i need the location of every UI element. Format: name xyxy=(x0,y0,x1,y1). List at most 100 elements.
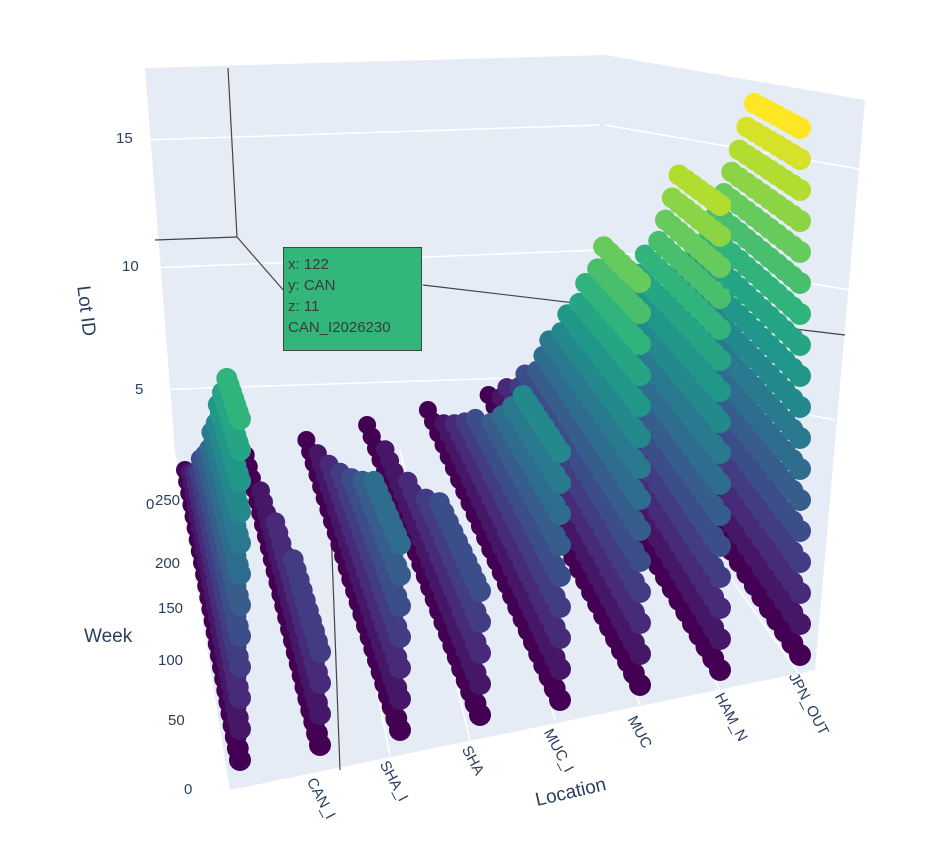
scatter-point[interactable] xyxy=(309,734,331,756)
scatter-point[interactable] xyxy=(229,687,251,709)
scatter-point[interactable] xyxy=(389,719,411,741)
scatter-point[interactable] xyxy=(789,396,811,418)
scatter-point[interactable] xyxy=(709,566,731,588)
scatter-point[interactable] xyxy=(709,225,731,247)
scatter-point[interactable] xyxy=(549,565,571,587)
scatter-point[interactable] xyxy=(469,611,491,633)
scatter-point[interactable] xyxy=(789,582,811,604)
scatter-point[interactable] xyxy=(229,408,251,430)
scatter-point[interactable] xyxy=(709,380,731,402)
scatter-point[interactable] xyxy=(229,532,251,554)
scatter-point[interactable] xyxy=(389,533,411,555)
scatter-point[interactable] xyxy=(709,318,731,340)
scatter-point[interactable] xyxy=(309,672,331,694)
x-tick: 50 xyxy=(168,712,185,729)
scatter-point[interactable] xyxy=(549,472,571,494)
scatter-point[interactable] xyxy=(309,703,331,725)
scatter-point[interactable] xyxy=(709,287,731,309)
z-tick: 15 xyxy=(116,130,133,147)
scatter-point[interactable] xyxy=(629,674,651,696)
scatter-point[interactable] xyxy=(789,210,811,232)
z-tick: 5 xyxy=(135,381,144,398)
x-tick: 100 xyxy=(158,652,184,669)
scatter-point[interactable] xyxy=(629,333,651,355)
scatter-point[interactable] xyxy=(789,117,811,139)
scatter-point[interactable] xyxy=(629,550,651,572)
scatter-point[interactable] xyxy=(549,689,571,711)
scatter-point[interactable] xyxy=(629,488,651,510)
scatter-point[interactable] xyxy=(229,594,251,616)
scatter-point[interactable] xyxy=(789,551,811,573)
scatter-point[interactable] xyxy=(389,626,411,648)
scatter-point[interactable] xyxy=(709,411,731,433)
tooltip-x: x: 122 xyxy=(288,256,329,273)
x-tick: 0 xyxy=(184,781,193,798)
scatter-point[interactable] xyxy=(709,659,731,681)
scatter-point[interactable] xyxy=(789,427,811,449)
x-tick: 150 xyxy=(158,600,184,617)
scatter-point[interactable] xyxy=(709,535,731,557)
scatter-point[interactable] xyxy=(309,641,331,663)
scatter-point[interactable] xyxy=(709,194,731,216)
scatter-point[interactable] xyxy=(629,395,651,417)
scatter-point[interactable] xyxy=(549,658,571,680)
scatter-point[interactable] xyxy=(629,364,651,386)
scatter-point[interactable] xyxy=(709,473,731,495)
scatter-point[interactable] xyxy=(389,595,411,617)
scatter-point[interactable] xyxy=(709,256,731,278)
scatter-point[interactable] xyxy=(629,612,651,634)
scatter-point[interactable] xyxy=(629,581,651,603)
hover-tooltip: x: 122 y: CAN z: 11 CAN_I2026230 xyxy=(283,247,422,351)
scatter-point[interactable] xyxy=(229,749,251,771)
scatter-point[interactable] xyxy=(709,349,731,371)
tooltip-label: CAN_I2026230 xyxy=(288,319,391,336)
tooltip-y: y: CAN xyxy=(288,277,336,294)
scatter-point[interactable] xyxy=(789,303,811,325)
scatter-point[interactable] xyxy=(789,489,811,511)
scatter-point[interactable] xyxy=(229,656,251,678)
x-tick: 200 xyxy=(155,555,181,572)
scatter-point[interactable] xyxy=(549,627,571,649)
x-tick: 250 xyxy=(155,492,181,509)
scatter-point[interactable] xyxy=(629,271,651,293)
scatter-point[interactable] xyxy=(629,643,651,665)
scatter-point[interactable] xyxy=(229,501,251,523)
scatter-point[interactable] xyxy=(389,564,411,586)
scatter-point[interactable] xyxy=(469,642,491,664)
scatter-point[interactable] xyxy=(709,628,731,650)
scatter-point[interactable] xyxy=(789,272,811,294)
scatter-point[interactable] xyxy=(709,597,731,619)
scatter-point[interactable] xyxy=(549,534,571,556)
scatter-point[interactable] xyxy=(229,439,251,461)
scatter-point[interactable] xyxy=(789,241,811,263)
scatter-point[interactable] xyxy=(629,426,651,448)
scatter-point[interactable] xyxy=(789,520,811,542)
scatter-point[interactable] xyxy=(469,673,491,695)
scatter-point[interactable] xyxy=(789,613,811,635)
scatter-point[interactable] xyxy=(549,441,571,463)
scatter-point[interactable] xyxy=(789,179,811,201)
scatter-point[interactable] xyxy=(229,625,251,647)
scatter-point[interactable] xyxy=(549,503,571,525)
scatter-point[interactable] xyxy=(229,470,251,492)
scatter-point[interactable] xyxy=(549,596,571,618)
scatter-point[interactable] xyxy=(629,302,651,324)
scatter-point[interactable] xyxy=(229,718,251,740)
scatter-point[interactable] xyxy=(629,457,651,479)
scatter-point[interactable] xyxy=(469,580,491,602)
scatter-point[interactable] xyxy=(789,148,811,170)
scatter-point[interactable] xyxy=(709,442,731,464)
scatter-point[interactable] xyxy=(629,519,651,541)
scatter-point[interactable] xyxy=(789,334,811,356)
scatter-point[interactable] xyxy=(469,704,491,726)
scatter-points xyxy=(176,92,811,771)
scatter-point[interactable] xyxy=(789,644,811,666)
scatter-point[interactable] xyxy=(789,458,811,480)
scatter-point[interactable] xyxy=(389,688,411,710)
scatter-point[interactable] xyxy=(789,365,811,387)
scatter-point[interactable] xyxy=(709,504,731,526)
scatter-point[interactable] xyxy=(389,657,411,679)
scatter-point[interactable] xyxy=(229,563,251,585)
